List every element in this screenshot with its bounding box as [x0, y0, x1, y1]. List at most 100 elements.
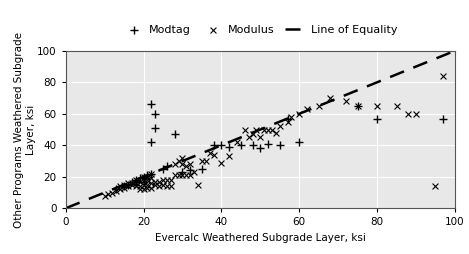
Modulus [128, 181, 136, 185]
Modulus [303, 107, 311, 111]
Modulus [194, 183, 202, 187]
Modtag [179, 170, 186, 174]
Modtag [439, 117, 447, 121]
Modtag [218, 143, 225, 147]
Modulus [159, 178, 167, 182]
Modulus [187, 162, 194, 166]
Modulus [151, 183, 159, 187]
Modulus [140, 178, 147, 182]
Modulus [412, 112, 420, 116]
Modulus [120, 186, 128, 190]
Modtag [151, 112, 159, 116]
Modulus [198, 159, 205, 163]
Modulus [105, 192, 112, 196]
Modulus [179, 156, 186, 160]
Modulus [342, 99, 350, 103]
Modulus [249, 132, 256, 136]
Modulus [393, 104, 401, 108]
Modtag [354, 104, 361, 108]
Modulus [260, 128, 268, 132]
Modulus [190, 170, 198, 174]
Modulus [120, 183, 128, 187]
Modtag [128, 180, 136, 184]
Modulus [136, 184, 144, 188]
Modulus [431, 184, 439, 188]
Modulus [354, 104, 361, 108]
Modulus [116, 187, 124, 192]
Modtag [237, 143, 244, 147]
Modulus [315, 104, 323, 108]
Modulus [144, 183, 151, 187]
Modtag [295, 140, 303, 144]
Modtag [144, 173, 151, 177]
Modtag [148, 102, 155, 106]
Modulus [151, 180, 159, 184]
Legend: Modtag, Modulus, Line of Equality: Modtag, Modulus, Line of Equality [120, 22, 401, 38]
X-axis label: Evercalc Weathered Subgrade Layer, ksi: Evercalc Weathered Subgrade Layer, ksi [155, 233, 366, 243]
Modulus [187, 173, 194, 177]
Modtag [124, 183, 132, 187]
Modulus [109, 190, 116, 195]
Modulus [295, 112, 303, 116]
Modtag [210, 143, 217, 147]
Modulus [128, 183, 136, 187]
Modulus [136, 180, 144, 184]
Modulus [140, 175, 147, 179]
Modtag [132, 178, 139, 182]
Modulus [257, 135, 264, 139]
Modtag [148, 140, 155, 144]
Modulus [276, 124, 283, 129]
Modulus [148, 172, 155, 176]
Modulus [148, 181, 155, 185]
Modtag [276, 143, 283, 147]
Modulus [140, 183, 147, 187]
Modulus [439, 74, 447, 78]
Modulus [206, 151, 213, 155]
Modulus [175, 173, 182, 177]
Modulus [101, 194, 108, 198]
Modulus [163, 184, 171, 188]
Modulus [148, 176, 155, 180]
Modulus [132, 184, 139, 188]
Modtag [140, 180, 147, 184]
Modulus [148, 186, 155, 190]
Modulus [124, 184, 132, 188]
Modulus [140, 187, 147, 192]
Modtag [140, 175, 147, 179]
Modtag [148, 172, 155, 176]
Modulus [163, 178, 171, 182]
Modtag [249, 143, 256, 147]
Y-axis label: Other Programs Weathered Subgrade
Layer, ksi: Other Programs Weathered Subgrade Layer,… [14, 31, 36, 228]
Modulus [124, 181, 132, 185]
Modulus [144, 175, 151, 179]
Modulus [159, 183, 167, 187]
Modtag [163, 164, 171, 168]
Modulus [155, 180, 163, 184]
Modulus [202, 159, 210, 163]
Modtag [226, 145, 233, 149]
Modtag [284, 117, 291, 121]
Modulus [265, 128, 272, 132]
Modulus [171, 162, 178, 166]
Modulus [132, 178, 139, 182]
Modulus [287, 115, 295, 119]
Modulus [144, 178, 151, 182]
Modtag [151, 126, 159, 130]
Modulus [226, 154, 233, 158]
Modulus [175, 159, 182, 163]
Modtag [159, 167, 167, 171]
Modtag [171, 132, 178, 136]
Modtag [373, 117, 381, 121]
Modtag [136, 176, 144, 180]
Modulus [404, 112, 412, 116]
Modtag [198, 167, 205, 171]
Modtag [187, 168, 194, 172]
Modulus [179, 162, 186, 166]
Modulus [182, 173, 190, 177]
Modulus [233, 140, 241, 144]
Modulus [373, 104, 381, 108]
Modtag [265, 142, 272, 146]
Modtag [257, 146, 264, 150]
Modulus [155, 184, 163, 188]
Modulus [326, 96, 334, 100]
